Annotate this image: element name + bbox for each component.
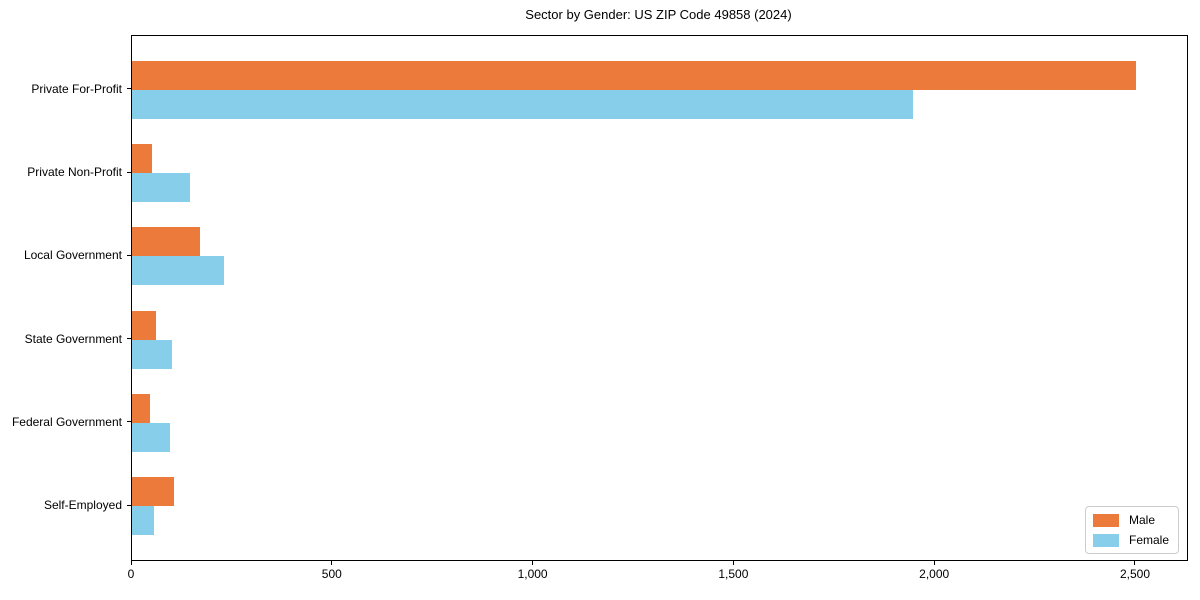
x-tick-label-2-000: 2,000 (919, 567, 950, 581)
bar-male-local-government (132, 227, 201, 257)
x-tick-mark (130, 560, 132, 565)
y-tick-mark (127, 254, 132, 256)
chart-title: Sector by Gender: US ZIP Code 49858 (202… (525, 7, 792, 22)
legend-swatch-female (1092, 533, 1119, 547)
y-tick-mark (127, 88, 132, 90)
y-tick-label-private-for-profit: Private For-Profit (31, 81, 122, 96)
plot-area: Male Female (131, 35, 1188, 561)
y-tick-label-self-employed: Self-Employed (43, 498, 122, 513)
bar-male-state-government (132, 310, 157, 340)
legend: Male Female (1084, 506, 1179, 554)
legend-label-female: Female (1128, 533, 1169, 547)
x-tick-label-1-000: 1,000 (517, 567, 548, 581)
y-tick-mark (127, 171, 132, 173)
bar-male-self-employed (132, 477, 175, 507)
x-tick-mark (331, 560, 333, 565)
x-tick-label-1-500: 1,500 (718, 567, 749, 581)
y-tick-label-private-non-profit: Private Non-Profit (27, 165, 122, 180)
legend-swatch-male (1092, 513, 1119, 527)
bar-female-self-employed (132, 506, 155, 536)
bar-female-private-for-profit (132, 89, 914, 119)
x-tick-mark (1134, 560, 1136, 565)
legend-label-male: Male (1128, 513, 1155, 527)
legend-entry-male: Male (1092, 513, 1169, 527)
x-tick-label-2-500: 2,500 (1119, 567, 1150, 581)
y-tick-mark (127, 338, 132, 340)
bar-female-state-government (132, 339, 173, 369)
bar-male-private-non-profit (132, 144, 153, 174)
y-tick-mark (127, 504, 132, 506)
bar-male-private-for-profit (132, 60, 1136, 90)
legend-entry-female: Female (1092, 533, 1169, 547)
y-tick-label-local-government: Local Government (23, 248, 122, 263)
x-tick-mark (933, 560, 935, 565)
y-tick-label-federal-government: Federal Government (11, 414, 122, 429)
x-tick-mark (532, 560, 534, 565)
bar-male-federal-government (132, 393, 151, 423)
x-tick-label-500: 500 (321, 567, 342, 581)
bar-female-local-government (132, 256, 225, 286)
bar-female-federal-government (132, 422, 171, 452)
bar-female-private-non-profit (132, 173, 191, 203)
x-tick-label-0: 0 (127, 567, 135, 581)
y-tick-mark (127, 421, 132, 423)
x-tick-mark (732, 560, 734, 565)
y-tick-label-state-government: State Government (24, 331, 122, 346)
